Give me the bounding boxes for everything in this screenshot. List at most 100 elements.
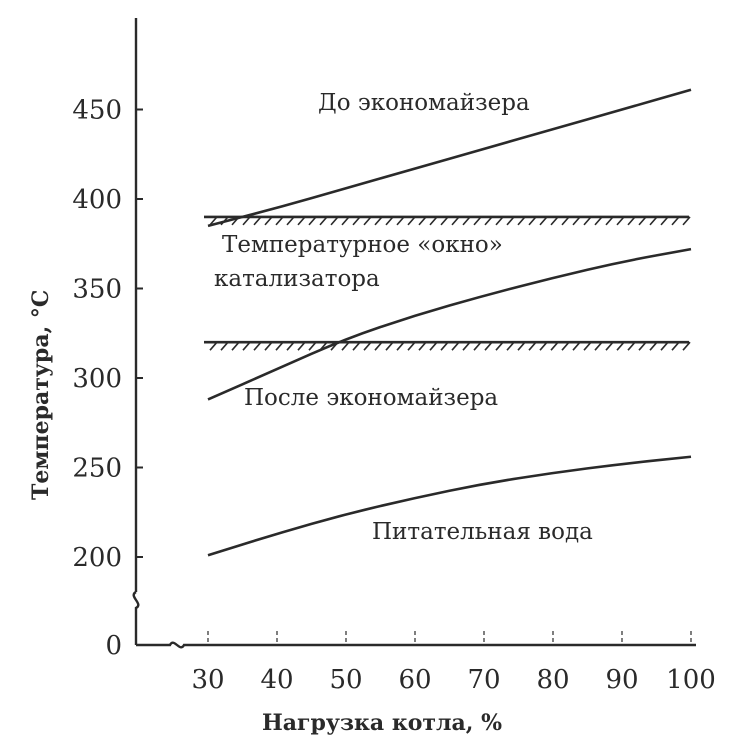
bound-hatch <box>352 341 361 351</box>
bound-hatch <box>517 341 526 351</box>
bound-hatch <box>242 341 251 351</box>
bound-hatch <box>363 341 372 351</box>
bound-hatch <box>671 341 680 351</box>
bound-hatch <box>319 216 328 226</box>
grid-marks <box>207 631 692 645</box>
bound-hatch <box>462 216 471 226</box>
x-tick-labels: 30 40 50 60 70 80 90 100 <box>191 665 715 695</box>
bound-hatch <box>561 341 570 351</box>
bound-hatch <box>616 341 625 351</box>
y-axis-label: Температура, °C <box>28 290 54 500</box>
bound-hatch <box>374 341 383 351</box>
bound-hatch <box>297 216 306 226</box>
y-tick-label: 250 <box>72 454 122 484</box>
bound-hatch <box>473 341 482 351</box>
y-tick-label: 300 <box>72 364 122 394</box>
bound-hatch <box>253 341 262 351</box>
bound-hatch <box>440 341 449 351</box>
bound-hatch <box>495 341 504 351</box>
x-tick-label: 60 <box>398 665 431 695</box>
bound-hatch <box>627 341 636 351</box>
bound-hatch <box>649 341 658 351</box>
bound-hatch <box>660 216 669 226</box>
annotation-window-line2: катализатора <box>214 266 380 292</box>
bound-hatch <box>594 341 603 351</box>
annotation-before-economizer: До экономайзера <box>318 90 530 116</box>
x-tick-label: 40 <box>260 665 293 695</box>
bound-hatch <box>627 216 636 226</box>
bound-hatch <box>297 341 306 351</box>
bound-hatch <box>484 341 493 351</box>
bound-hatch <box>341 341 350 351</box>
bound-hatch <box>539 216 548 226</box>
bound-hatch <box>671 216 680 226</box>
axes <box>132 18 696 649</box>
x-tick-label: 50 <box>329 665 362 695</box>
bound-hatch <box>605 216 614 226</box>
bound-hatch <box>264 216 273 226</box>
bound-hatch <box>638 341 647 351</box>
bound-hatch <box>308 216 317 226</box>
bound-hatch <box>275 216 284 226</box>
bound-hatch <box>550 216 559 226</box>
x-tick-label: 70 <box>467 665 500 695</box>
y-tick-label: 350 <box>72 275 122 305</box>
bound-hatch <box>462 341 471 351</box>
bound-hatch <box>451 216 460 226</box>
bound-hatch <box>231 341 240 351</box>
series-line-0 <box>207 88 692 228</box>
bound-hatch <box>583 341 592 351</box>
bound-hatch <box>220 341 229 351</box>
bound-hatch <box>407 216 416 226</box>
bound-hatch <box>385 216 394 226</box>
bound-hatch <box>517 216 526 226</box>
bound-hatch <box>264 341 273 351</box>
bound-hatch <box>473 216 482 226</box>
y-tick-label: 400 <box>72 185 122 215</box>
bound-hatch <box>528 341 537 351</box>
x-tick-label: 80 <box>536 665 569 695</box>
bound-hatch <box>363 216 372 226</box>
bound-hatch <box>418 341 427 351</box>
bound-hatch <box>374 216 383 226</box>
y-tick-label: 200 <box>72 543 122 573</box>
bound-hatch <box>308 341 317 351</box>
bound-hatch <box>440 216 449 226</box>
y-axis-line <box>132 18 140 645</box>
bound-hatch <box>451 341 460 351</box>
annotation-after-economizer: После экономайзера <box>244 385 498 411</box>
bound-hatch <box>341 216 350 226</box>
bound-hatch <box>506 341 515 351</box>
bound-hatch <box>242 216 251 226</box>
bound-hatch <box>429 216 438 226</box>
annotation-window-line1: Температурное «окно» <box>222 232 503 258</box>
y-tick-labels: 0 200 250 300 350 400 450 <box>72 96 122 662</box>
bound-hatch <box>539 341 548 351</box>
bound-hatch <box>605 341 614 351</box>
series-line-2 <box>207 455 692 557</box>
bound-hatch <box>484 216 493 226</box>
bound-hatch <box>583 216 592 226</box>
bound-hatch <box>682 216 691 226</box>
bound-hatch <box>616 216 625 226</box>
data-curves <box>207 88 692 557</box>
bound-hatch <box>528 216 537 226</box>
bound-hatch <box>429 341 438 351</box>
bound-hatch <box>572 216 581 226</box>
bound-hatch <box>495 216 504 226</box>
temperature-window-bounds <box>204 215 691 351</box>
bound-hatch <box>649 216 658 226</box>
bound-hatch <box>407 341 416 351</box>
bound-hatch <box>660 341 669 351</box>
bound-hatch <box>638 216 647 226</box>
bound-hatch <box>396 341 405 351</box>
y-tick-label: 450 <box>72 96 122 126</box>
y-tick-label: 0 <box>105 631 122 661</box>
x-axis-line <box>136 641 696 649</box>
bound-hatch <box>418 216 427 226</box>
series-line-1 <box>207 247 692 401</box>
bound-hatch <box>286 216 295 226</box>
bound-hatch <box>209 341 218 351</box>
x-tick-label: 30 <box>191 665 224 695</box>
